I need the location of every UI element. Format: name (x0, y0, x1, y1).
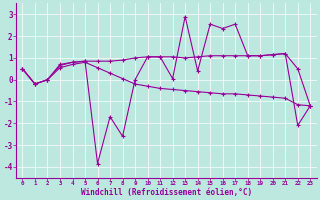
X-axis label: Windchill (Refroidissement éolien,°C): Windchill (Refroidissement éolien,°C) (81, 188, 252, 197)
